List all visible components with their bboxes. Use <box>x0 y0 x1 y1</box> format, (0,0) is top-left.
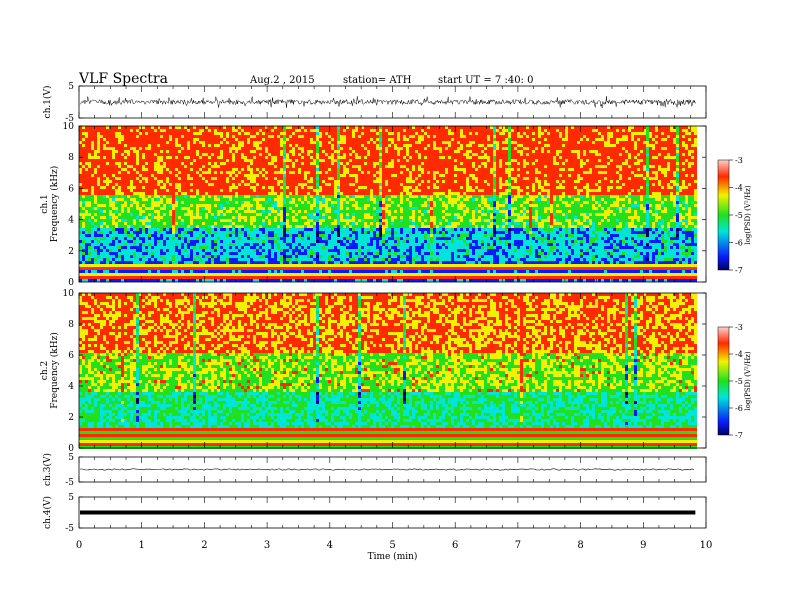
y-tick-label: -5 <box>65 114 74 124</box>
x-tick-label: 0 <box>76 540 82 551</box>
colorbar-label: log(PSD) (V²/Hz) <box>744 351 752 410</box>
x-tick-label: 3 <box>264 540 270 551</box>
colorbar-tick-label: -7 <box>735 431 743 440</box>
colorbar-tick-label: -3 <box>735 323 743 332</box>
date-label: Aug.2 , 2015 <box>250 75 315 86</box>
x-tick-label: 6 <box>452 540 458 551</box>
y-axis-label: ch.4(V) <box>42 496 53 529</box>
y-tick-label: 6 <box>68 184 74 194</box>
colorbar-ch1 <box>717 159 730 271</box>
y-tick-label: 10 <box>63 289 75 299</box>
colorbar-ch2 <box>717 326 730 436</box>
panel-channel-label: ch.1 <box>40 194 50 213</box>
y-tick-label: 0 <box>68 444 74 454</box>
panel-channel-label: ch.2 <box>40 361 50 380</box>
y-tick-label: 5 <box>68 493 74 503</box>
x-tick-label: 4 <box>327 540 333 551</box>
spectrogram-ch2 <box>79 293 697 449</box>
x-tick-label: 7 <box>515 540 521 551</box>
x-tick-label: 8 <box>577 540 583 551</box>
x-tick-label: 2 <box>201 540 207 551</box>
x-tick-label: 10 <box>700 540 713 551</box>
waveform-ch1 <box>79 96 696 109</box>
colorbar-tick-label: -6 <box>735 404 743 413</box>
colorbar-tick-label: -4 <box>735 350 743 359</box>
y-tick-label: 4 <box>68 382 74 392</box>
y-tick-label: 10 <box>63 122 75 132</box>
colorbar-tick-label: -6 <box>735 239 743 248</box>
x-tick-label: 1 <box>139 540 145 551</box>
colorbar-tick-label: -4 <box>735 184 743 193</box>
y-tick-label: 2 <box>68 413 74 423</box>
y-axis-label: ch.1(V) <box>42 86 53 119</box>
y-tick-label: 4 <box>68 216 74 226</box>
figure-title: VLF Spectra <box>79 71 168 87</box>
y-tick-label: 5 <box>68 82 74 92</box>
y-tick-label: 8 <box>68 320 74 330</box>
y-tick-label: -5 <box>65 524 74 534</box>
y-axis-label: Frequency (kHz) <box>49 166 60 243</box>
waveform-ch3 <box>80 468 695 471</box>
y-axis-label: Frequency (kHz) <box>49 332 60 409</box>
x-tick-label: 5 <box>389 540 395 551</box>
x-tick-label: 9 <box>640 540 646 551</box>
colorbar-tick-label: -3 <box>735 156 743 165</box>
y-axis-label: ch.3(V) <box>42 453 53 486</box>
y-tick-label: 8 <box>68 153 74 163</box>
y-tick-label: 5 <box>68 453 74 463</box>
y-tick-label: 0 <box>68 278 74 288</box>
x-axis-label: Time (min) <box>368 551 418 562</box>
start-time-label: start UT = 7 :40: 0 <box>438 75 533 86</box>
colorbar-tick-label: -5 <box>735 211 743 220</box>
spectrogram-ch1 <box>79 126 697 282</box>
y-tick-label: 2 <box>68 247 74 257</box>
colorbar-tick-label: -7 <box>735 266 743 275</box>
y-tick-label: -5 <box>65 478 74 488</box>
colorbar-tick-label: -5 <box>735 377 743 386</box>
colorbar-label: log(PSD) (V²/Hz) <box>744 185 752 244</box>
station-label: station= ATH <box>343 75 411 86</box>
y-tick-label: 6 <box>68 351 74 361</box>
